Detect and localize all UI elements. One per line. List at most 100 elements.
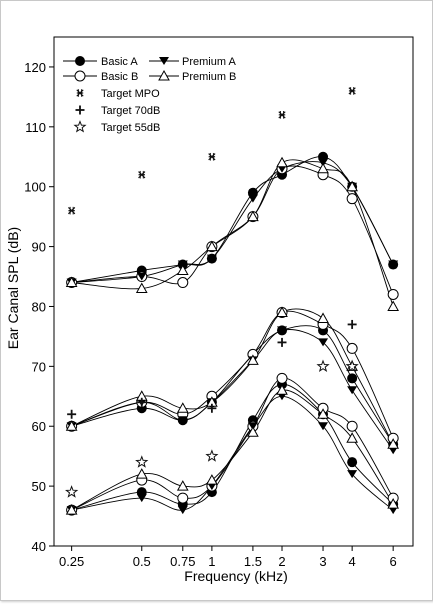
point-premium-b [176,402,189,413]
x-tick-label: 2 [278,554,285,569]
point-premium-b [65,504,78,515]
level-group [65,359,400,516]
legend-label-target-mpo: Target MPO [101,88,160,100]
series-line-premium-a [71,161,394,283]
target-mpo-marker [208,152,216,161]
legend-marker-target-mpo [76,89,84,97]
x-tick-label: 0.5 [133,554,151,569]
point-premium-b [276,156,288,168]
point-premium-b [135,282,148,294]
point-premium-b [206,240,218,252]
y-tick-label: 40 [32,539,46,554]
legend-marker-premium-b [158,69,170,81]
series-line-premium-a [71,395,394,511]
legend-item-premium-b: Premium B [149,69,236,83]
target-70-marker [277,337,287,347]
point-basic-a [347,457,358,468]
legend-item-premium-a: Premium A [149,56,236,68]
target-70-marker [67,409,77,419]
point-premium-b [387,438,400,449]
point-premium-b [65,420,78,431]
point-premium-a [177,416,188,425]
point-premium-b [247,210,259,222]
target-mpo-marker [68,206,76,215]
point-premium-b [135,468,148,479]
y-axis-label: Ear Canal SPL (dB) [5,227,21,349]
point-premium-b [317,162,329,174]
point-basic-b [276,372,288,384]
point-premium-b [176,264,189,276]
x-tick-label: 4 [349,554,356,569]
y-tick-label: 120 [24,60,46,75]
target-70-marker [347,319,357,329]
target-55-marker [135,455,149,468]
point-premium-b [206,474,218,485]
target-55-marker [345,359,359,372]
x-tick-label: 6 [390,554,397,569]
legend-item-target-55: Target 55dB [73,120,160,134]
point-premium-a [388,260,399,269]
x-tick-label: 1.5 [244,554,262,569]
series-line-premium-a [71,329,394,451]
series-line-premium-b [71,159,394,307]
point-basic-b [387,288,399,300]
point-premium-b [387,498,400,509]
point-basic-b [346,420,358,432]
legend-label-premium-b: Premium B [182,71,236,83]
target-70-marker [75,105,85,115]
legend-item-basic-b: Basic B [63,70,138,83]
series-line-basic-a [71,383,394,511]
target-55-marker [205,449,219,462]
point-premium-a [318,422,329,431]
point-premium-b [317,408,329,419]
x-tick-label: 1 [208,554,215,569]
x-tick-label: 3 [319,554,326,569]
series-layer [65,87,400,516]
x-axis-label: Frequency (kHz) [184,568,287,584]
point-premium-a [136,494,147,503]
target-55-marker [316,359,330,372]
point-premium-b [346,180,358,192]
point-premium-b [65,276,78,288]
legend: Basic A Basic B Premium A Premium B Targ… [63,56,236,134]
legend-marker-target-70 [75,105,85,115]
target-mpo-marker [76,89,84,97]
legend-label-basic-b: Basic B [101,71,138,83]
point-premium-a [318,338,329,347]
y-tick-label: 90 [32,240,46,255]
point-premium-b [387,300,400,311]
target-mpo-marker [278,111,286,119]
legend-item-target-70: Target 70dB [75,105,160,117]
point-premium-b [276,384,288,395]
point-premium-b [276,306,288,317]
point-premium-a [136,272,147,281]
point-basic-b [177,277,189,289]
target-mpo-marker [348,87,356,95]
point-basic-b [346,342,358,354]
level-group [65,306,400,455]
series-line-basic-b [71,377,394,511]
legend-label-premium-a: Premium A [182,56,236,68]
point-basic-a [347,373,358,384]
point-premium-a [347,386,358,395]
legend-marker-basic-b [74,70,86,82]
point-premium-a [277,326,288,335]
level-group [65,87,400,311]
target-70-marker [207,403,217,413]
target-70-marker [137,397,147,407]
point-premium-b [346,432,358,443]
point-basic-b [177,492,189,504]
x-tick-label: 0.75 [170,554,195,569]
point-premium-b [317,312,329,323]
legend-label-target-70: Target 70dB [101,105,160,117]
plot-border [53,36,414,547]
target-55-marker [65,485,79,498]
point-premium-b [247,426,259,437]
legend-label-basic-a: Basic A [101,56,138,68]
y-tick-label: 60 [32,419,46,434]
legend-marker-basic-a [75,56,85,66]
y-tick-label: 110 [25,120,46,135]
series-line-basic-a [71,325,394,445]
